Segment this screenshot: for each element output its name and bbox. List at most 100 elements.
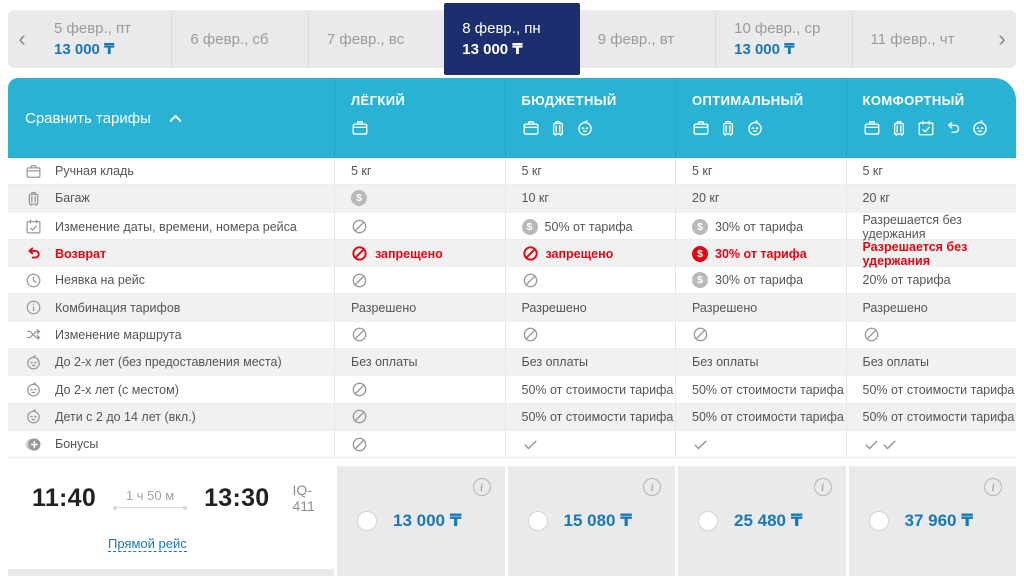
row-label-cell: Ручная кладь bbox=[8, 163, 334, 180]
fare-cell: 50% от стоимости тарифа bbox=[504, 403, 676, 430]
clock-icon bbox=[25, 272, 42, 289]
fare-cell: 20 кг bbox=[675, 185, 846, 212]
check-icon bbox=[522, 436, 539, 453]
row-label-cell: Комбинация тарифов bbox=[8, 299, 334, 316]
fare-column-header: КОМФОРТНЫЙ bbox=[845, 78, 1017, 158]
date-carousel: ‹ 5 февр., пт 13 000 ₸ 6 февр., сб 7 февр.,… bbox=[8, 3, 1016, 75]
ban-icon bbox=[522, 245, 539, 262]
fare-cell bbox=[334, 403, 505, 430]
table-row: Неявка на рейс $30% от тарифа 20% от тариф… bbox=[8, 267, 1017, 295]
fare-name: БЮДЖЕТНЫЙ bbox=[521, 93, 617, 108]
fare-cell: Разрешается без удержания bbox=[845, 212, 1017, 241]
fare-cell: 20% от тарифа bbox=[845, 267, 1017, 294]
ban-icon bbox=[351, 408, 368, 425]
row-label: Изменение даты, времени, номера рейса bbox=[55, 219, 297, 234]
row-label-cell: Дети с 2 до 14 лет (вкл.) bbox=[8, 408, 334, 425]
info-icon[interactable]: i bbox=[643, 478, 661, 497]
date-tab[interactable]: 6 февр., сб bbox=[171, 10, 307, 68]
fare-cell: Без оплаты bbox=[845, 349, 1017, 376]
fare-cell: 50% от стоимости тарифа bbox=[675, 376, 846, 403]
dollar-icon: $ bbox=[692, 218, 708, 235]
compare-fares-toggle[interactable]: Сравнить тарифы bbox=[8, 78, 334, 158]
date-tab[interactable]: 5 февр., пт 13 000 ₸ bbox=[36, 10, 171, 68]
ban-icon bbox=[351, 436, 368, 453]
fare-cell bbox=[504, 267, 676, 294]
date-label: 6 февр., сб bbox=[190, 30, 269, 48]
next-dates-button[interactable]: › bbox=[988, 10, 1016, 68]
row-label-cell: Изменение маршрута bbox=[8, 326, 334, 343]
fare-price-cell: i 15 080 ₸ bbox=[507, 466, 675, 577]
fare-cell-text: 50% от стоимости тарифа bbox=[521, 409, 674, 424]
info-icon[interactable]: i bbox=[984, 478, 1002, 497]
fare-column-header: БЮДЖЕТНЫЙ bbox=[504, 78, 676, 158]
flight-times: 11:40 1 ч 50 м 13:30 IQ-411 bbox=[32, 482, 334, 514]
direct-flight-link[interactable]: Прямой рейс bbox=[108, 536, 187, 553]
fare-cell-text: Без оплаты bbox=[521, 355, 589, 370]
flight-duration-block: 1 ч 50 м bbox=[113, 488, 188, 510]
date-tab[interactable]: 8 февр., пн 13 000 ₸ bbox=[444, 3, 580, 75]
fare-cell bbox=[504, 430, 676, 458]
fare-cell: Без оплаты bbox=[334, 349, 505, 376]
row-label: Изменение маршрута bbox=[55, 327, 182, 342]
row-label-cell: Изменение даты, времени, номера рейса bbox=[8, 218, 334, 235]
ban-icon bbox=[351, 272, 368, 289]
fare-cell: Разрешается без удержания bbox=[845, 239, 1017, 268]
fare-cell: Разрешено bbox=[504, 294, 676, 321]
fare-price: 15 080 ₸ bbox=[563, 511, 633, 531]
fare-cell-text: 50% от стоимости тарифа bbox=[521, 382, 674, 397]
fare-price: 25 480 ₸ bbox=[734, 511, 803, 531]
fare-cell bbox=[334, 212, 505, 241]
fare-cell-text: 50% от стоимости тарифа bbox=[692, 409, 844, 424]
info-icon[interactable]: i bbox=[472, 478, 491, 497]
fare-name: ЛЁГКИЙ bbox=[351, 93, 406, 108]
flight-duration: 1 ч 50 м bbox=[125, 488, 175, 504]
shuffle-icon bbox=[25, 326, 42, 343]
date-tab[interactable]: 9 февр., вт bbox=[580, 10, 715, 68]
fare-cell-text: Разрешено bbox=[692, 300, 758, 315]
fare-radio[interactable] bbox=[868, 511, 889, 532]
fare-cell-text: 5 кг bbox=[521, 164, 542, 179]
fare-cell: 5 кг bbox=[504, 158, 676, 185]
chevron-up-icon[interactable] bbox=[167, 110, 184, 127]
fare-cell: 50% от стоимости тарифа bbox=[845, 376, 1017, 403]
check-icon bbox=[692, 436, 709, 453]
fare-cell: $30% от тарифа bbox=[675, 212, 846, 241]
fare-cell: Разрешено bbox=[334, 294, 505, 321]
return-icon bbox=[25, 245, 42, 262]
fare-cell: 20 кг bbox=[845, 185, 1017, 212]
table-row: Изменение маршрута bbox=[8, 321, 1016, 350]
date-label: 7 февр., вс bbox=[326, 30, 405, 48]
row-label: До 2-х лет (с местом) bbox=[55, 382, 179, 397]
fare-cell: Разрешено bbox=[675, 294, 846, 321]
fare-cell: 50% от стоимости тарифа bbox=[675, 403, 846, 430]
fare-radio[interactable] bbox=[527, 511, 548, 532]
info-icon[interactable]: i bbox=[813, 478, 832, 497]
fare-radio[interactable] bbox=[357, 511, 377, 532]
departure-time: 11:40 bbox=[32, 483, 97, 512]
fare-cell-text: Без оплаты bbox=[692, 355, 759, 370]
fare-radio[interactable] bbox=[698, 511, 718, 532]
date-price: 13 000 ₸ bbox=[462, 41, 523, 58]
date-tab[interactable]: 10 февр., ср 13 000 ₸ bbox=[715, 10, 851, 68]
dollar-icon: $ bbox=[351, 190, 367, 207]
prev-dates-button[interactable]: ‹ bbox=[8, 10, 36, 68]
row-label: До 2-х лет (без предоставления места) bbox=[55, 355, 282, 370]
date-tab[interactable]: 11 февр., чт bbox=[851, 10, 988, 68]
calendar-icon bbox=[25, 218, 42, 235]
fare-comparison-table: Сравнить тарифы ЛЁГКИЙ БЮДЖЕТНЫЙ ОПТИМАЛЬН… bbox=[8, 78, 1017, 459]
row-label: Неявка на рейс bbox=[55, 273, 146, 288]
fare-cell-text: 30% от тарифа bbox=[715, 219, 804, 234]
fare-cell-text: Без оплаты bbox=[862, 355, 930, 370]
fare-cell-text: запрещено bbox=[375, 246, 443, 261]
fare-price-cell: i 37 960 ₸ bbox=[848, 466, 1016, 577]
fare-cell-text: 50% от тарифа bbox=[544, 219, 633, 234]
table-row: До 2-х лет (без предоставления места) Без… bbox=[8, 349, 1017, 377]
table-row: Комбинация тарифов Разрешено Разрешено Разр… bbox=[8, 294, 1016, 322]
row-label: Дети с 2 до 14 лет (вкл.) bbox=[55, 409, 196, 424]
dollar-icon: $ bbox=[692, 245, 708, 262]
fare-cell-text: 20% от тарифа bbox=[862, 273, 951, 288]
flight-info: 11:40 1 ч 50 м 13:30 IQ-411 Прямой рейс bbox=[8, 466, 334, 563]
date-tab[interactable]: 7 февр., вс bbox=[307, 10, 444, 68]
fare-cell: 10 кг bbox=[504, 185, 676, 212]
fare-cell bbox=[845, 430, 1017, 458]
